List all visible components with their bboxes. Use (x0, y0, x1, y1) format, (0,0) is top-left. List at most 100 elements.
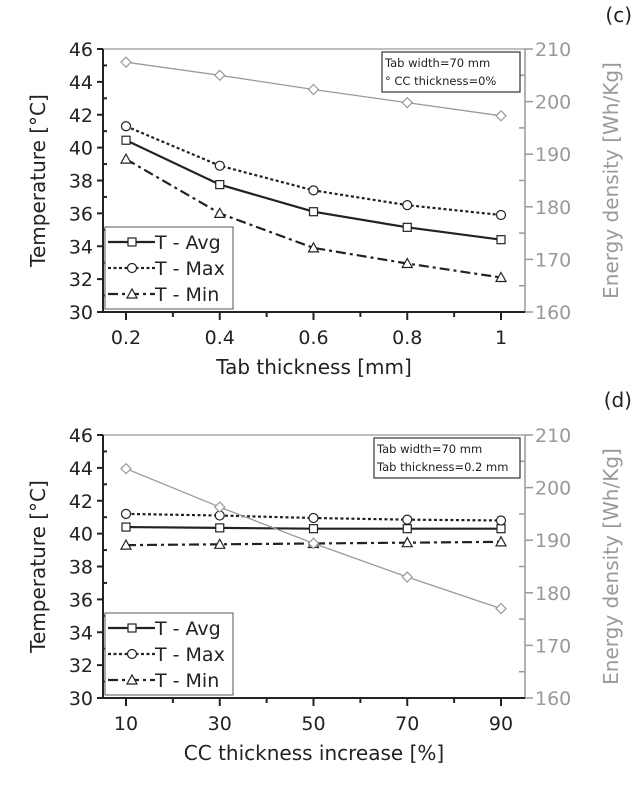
square-marker (496, 235, 506, 245)
legend-item: T - Min (108, 284, 219, 306)
legend: T - Avg T - Max T - Min (104, 612, 234, 696)
x-axis-title: Tab thickness [mm] (215, 355, 412, 379)
legend-item: T - Avg (108, 232, 221, 254)
y2-tick-label: 180 (535, 197, 571, 219)
x-tick-label: 0.2 (111, 327, 141, 349)
annotation-box: Tab width=70 mm ° CC thickness=0% (381, 51, 521, 93)
triangle-marker (494, 271, 508, 283)
y-tick-label: 40 (69, 524, 93, 546)
x-tick-label: 0.6 (298, 327, 328, 349)
diamond-marker (120, 462, 132, 475)
y2-tick-label: 190 (535, 530, 571, 552)
circle-marker (120, 508, 132, 520)
x-tick-label: 10 (114, 713, 138, 735)
y2-axis-title: Energy density [Wh/Kg] (599, 62, 623, 299)
series-t-avg (121, 135, 506, 245)
legend-item: T - Min (108, 670, 219, 692)
square-marker (402, 524, 412, 534)
annotation-text: Tab thickness=0.2 mm (376, 460, 508, 474)
panel-label: (c) (605, 3, 632, 27)
circle-marker (120, 121, 132, 132)
y2-tick-label: 190 (535, 144, 571, 166)
x-tick-label: 0.4 (205, 327, 235, 349)
y2-tick-label: 180 (535, 583, 571, 605)
y2-tick-label: 210 (535, 39, 571, 61)
legend-label: T - Min (154, 670, 219, 692)
x-tick-label: 90 (489, 713, 513, 735)
annotation-text: ° CC thickness=0% (385, 74, 496, 88)
annotation-frame (373, 437, 521, 479)
series-t-avg (121, 522, 506, 534)
annotation-text: Tab width=70 mm (384, 56, 490, 70)
triangle-marker (125, 673, 139, 685)
circle-marker (126, 648, 138, 660)
y2-tick-label: 170 (535, 249, 571, 271)
legend-label: T - Min (154, 284, 219, 306)
diamond-marker (401, 96, 414, 109)
y-tick-label: 38 (69, 557, 93, 579)
circle-marker (495, 209, 507, 221)
y2-tick-label: 160 (535, 302, 571, 324)
y-axis-title: Temperature [°C] (26, 480, 50, 654)
triangle-marker (401, 257, 414, 269)
y-tick-label: 34 (69, 236, 93, 258)
chart-panel-d: 30 32 34 36 38 40 42 44 46 160 170 180 190 200 210 10 30… (26, 388, 632, 765)
annotation-frame (381, 51, 521, 93)
diamond-marker (307, 83, 320, 96)
square-marker (127, 237, 137, 247)
panel-label: (d) (604, 388, 632, 412)
x-tick-label: 0.8 (392, 327, 422, 349)
y-tick-label: 42 (69, 491, 93, 513)
legend-item: T - Max (108, 258, 225, 280)
diamond-marker (495, 109, 507, 122)
circle-marker (402, 200, 413, 211)
triangle-marker (213, 538, 226, 549)
diamond-marker (495, 602, 507, 615)
triangle-marker (494, 535, 508, 547)
diamond-marker (120, 56, 132, 68)
y2-tick-label: 200 (535, 92, 571, 114)
x-axis-title: CC thickness increase [%] (184, 741, 444, 765)
circle-marker (308, 185, 319, 196)
triangle-marker (119, 152, 133, 164)
y2-tick-label: 210 (535, 425, 571, 447)
y-tick-label: 38 (69, 171, 93, 193)
y-tick-label: 46 (69, 39, 93, 61)
square-marker (121, 135, 131, 145)
square-marker (496, 524, 506, 534)
triangle-marker (307, 241, 320, 253)
y-tick-label: 34 (69, 622, 93, 644)
series-line (125, 125, 502, 217)
y-tick-label: 36 (69, 589, 93, 611)
y-axis-title: Temperature [°C] (26, 94, 50, 268)
legend-item: T - Max (108, 644, 225, 666)
y2-tick-label: 200 (535, 478, 571, 500)
y-tick-label: 30 (69, 688, 93, 710)
diamond-marker (401, 571, 414, 583)
square-marker (215, 523, 225, 533)
series-t-min (119, 152, 508, 283)
legend-label: T - Max (154, 258, 225, 280)
y-tick-label: 42 (69, 105, 93, 127)
y-tick-label: 46 (69, 425, 93, 447)
x-tick-label: 30 (208, 713, 232, 735)
diamond-marker (213, 501, 226, 513)
annotation-text: Tab width=70 mm (376, 442, 482, 456)
circle-marker (126, 262, 138, 274)
y-tick-label: 40 (69, 138, 93, 160)
legend-label: T - Avg (154, 232, 221, 254)
series-energy-density (120, 462, 507, 615)
x-tick-label: 70 (395, 713, 419, 735)
diamond-marker (213, 69, 226, 82)
y-tick-label: 30 (69, 302, 93, 324)
circle-marker (402, 514, 413, 525)
square-marker (308, 524, 319, 534)
circle-marker (214, 160, 225, 171)
chart-panel-c: 30 32 34 36 38 40 42 44 46 160 170 180 190 200 210 0.2 0… (26, 3, 632, 379)
square-marker (127, 623, 137, 633)
y-tick-label: 44 (69, 72, 93, 94)
square-marker (402, 222, 412, 232)
triangle-marker (401, 536, 414, 548)
square-marker (308, 207, 319, 217)
